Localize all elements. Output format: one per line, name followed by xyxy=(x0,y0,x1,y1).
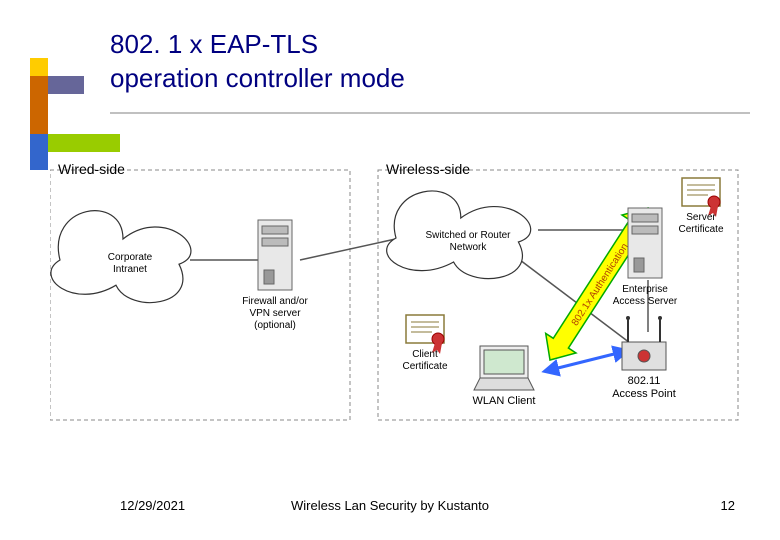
title-line-2: operation controller mode xyxy=(110,62,405,96)
svg-text:Wired-side: Wired-side xyxy=(58,161,125,177)
svg-text:Firewall and/orVPN server(opti: Firewall and/orVPN server(optional) xyxy=(242,296,308,331)
footer-page: 12 xyxy=(721,498,735,513)
svg-text:ServerCertificate: ServerCertificate xyxy=(678,212,723,235)
svg-text:802.11Access Point: 802.11Access Point xyxy=(612,375,676,400)
title-line-1: 802. 1 x EAP-TLS xyxy=(110,28,405,62)
svg-text:CorporateIntranet: CorporateIntranet xyxy=(108,252,153,275)
diagram: Wired-sideWireless-side802.1x Authentica… xyxy=(50,160,750,450)
svg-text:WLAN Client: WLAN Client xyxy=(473,395,536,407)
svg-text:EnterpriseAccess Server: EnterpriseAccess Server xyxy=(613,284,678,307)
svg-text:Wireless-side: Wireless-side xyxy=(386,161,470,177)
title-divider xyxy=(110,112,750,114)
footer-author: Wireless Lan Security by Kustanto xyxy=(0,498,780,513)
slide-title: 802. 1 x EAP-TLS operation controller mo… xyxy=(110,28,405,96)
svg-text:ClientCertificate: ClientCertificate xyxy=(402,349,447,372)
slide-footer: 12/29/2021 Wireless Lan Security by Kust… xyxy=(0,498,780,518)
